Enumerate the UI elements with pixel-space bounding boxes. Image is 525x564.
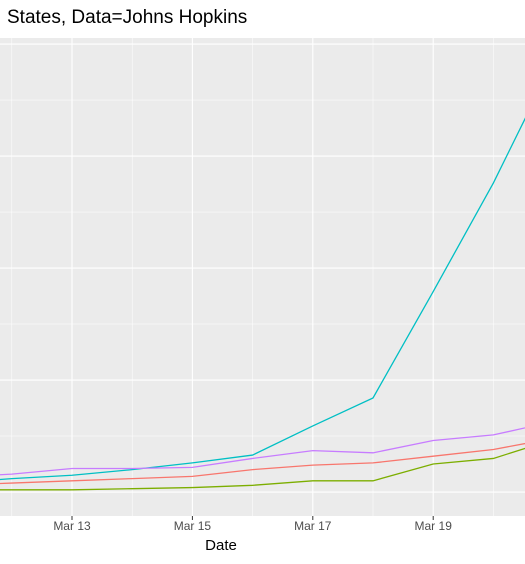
plot-panel (0, 38, 525, 516)
series-line (0, 427, 525, 476)
x-axis: Mar 13 Mar 15 Mar 17 Mar 19 (53, 516, 452, 533)
chart-title: States, Data=Johns Hopkins (7, 7, 247, 28)
series-line (0, 442, 525, 485)
x-tick-label: Mar 17 (294, 519, 332, 533)
x-tick-label: Mar 13 (53, 519, 91, 533)
grid (0, 38, 525, 516)
x-tick-label: Mar 15 (174, 519, 212, 533)
lines (0, 117, 525, 491)
x-axis-label: Date (205, 537, 237, 554)
x-tick-label: Mar 19 (415, 519, 453, 533)
series-line (0, 447, 525, 491)
series-line (0, 117, 525, 481)
